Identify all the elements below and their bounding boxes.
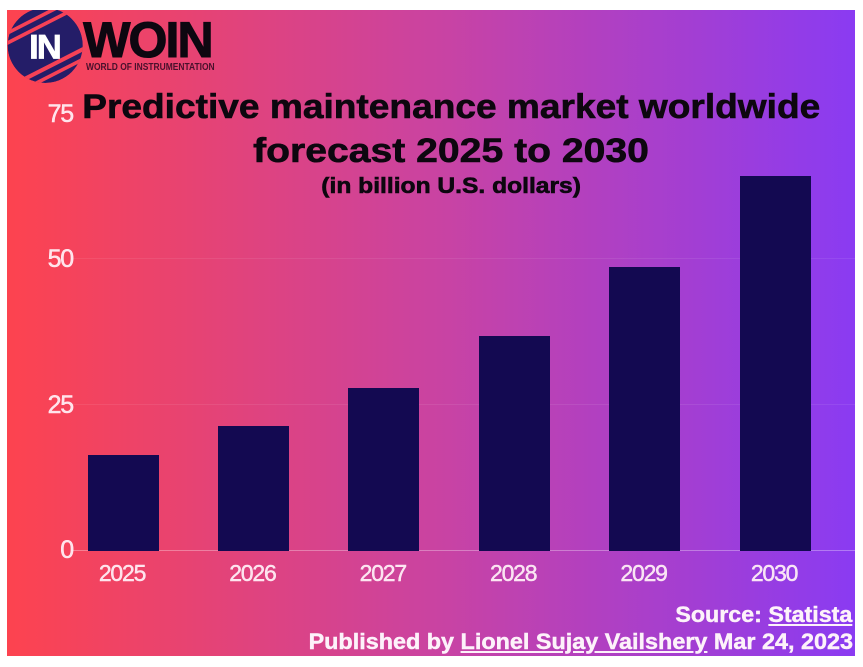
svg-text:IN: IN — [29, 28, 60, 66]
